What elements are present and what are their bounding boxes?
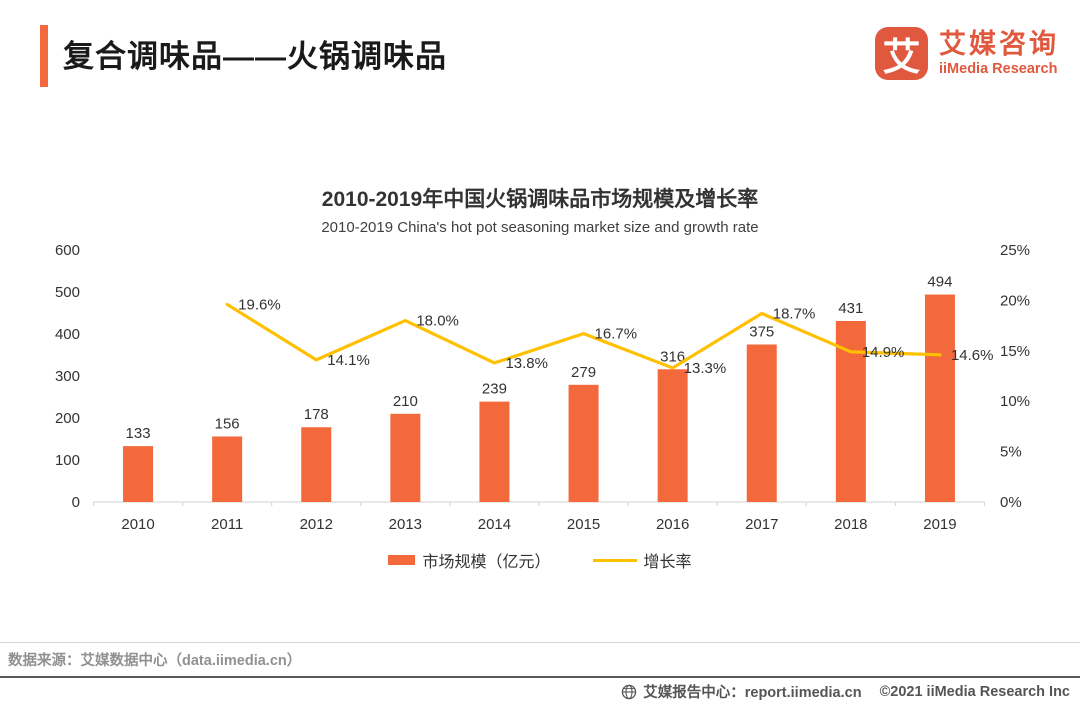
bar-2011 <box>212 436 243 502</box>
footer-credit: 艾媒报告中心：report.iimedia.cn ©2021 iiMedia R… <box>621 681 1070 702</box>
page-title: 复合调味品——火锅调味品 <box>63 39 447 74</box>
left-axis-tick-label: 200 <box>55 410 80 427</box>
copyright-text: ©2021 iiMedia Research Inc <box>879 683 1070 700</box>
left-axis-tick-label: 300 <box>55 368 80 385</box>
growth-rate-line <box>225 302 942 370</box>
bar-value-label: 431 <box>838 300 863 317</box>
line-point-label: 19.6% <box>238 296 281 313</box>
iimedia-logo-icon: 艾 <box>875 27 928 80</box>
bar-value-label: 375 <box>749 324 774 341</box>
line-point-label: 14.9% <box>862 344 905 361</box>
line-series-label: 增长率 <box>643 554 692 571</box>
legend-item-market-size: 市场规模（亿元） <box>388 548 551 572</box>
bar-value-label: 178 <box>304 406 329 423</box>
line-point-label: 18.7% <box>773 306 816 323</box>
globe-icon <box>621 684 637 699</box>
bar-value-label: 210 <box>393 393 418 410</box>
left-axis-tick-label: 0 <box>72 494 80 511</box>
line-series-swatch <box>592 558 637 562</box>
logo-name-cn: 艾媒咨询 <box>939 28 1059 59</box>
x-axis-category-label: 2012 <box>300 516 333 533</box>
chart-subtitle: 2010-2019 China's hot pot seasoning mark… <box>321 219 759 236</box>
right-axis-tick-label: 5% <box>1000 444 1022 461</box>
bar-value-label: 316 <box>660 348 685 365</box>
bar-series-label: 市场规模（亿元） <box>422 554 551 571</box>
right-axis-tick-label: 20% <box>1000 292 1030 309</box>
footer-hairline <box>0 642 1080 643</box>
logo-name-en: iiMedia Research <box>939 60 1058 77</box>
title-accent-bar <box>40 25 48 87</box>
bar-value-label: 156 <box>215 415 240 432</box>
bar-2017 <box>746 344 777 502</box>
right-axis-tick-label: 0% <box>1000 494 1022 511</box>
line-point-label: 13.8% <box>505 355 548 372</box>
bar-2015 <box>568 384 599 502</box>
bar-2012 <box>301 427 332 502</box>
logo-text: 艾媒咨询 iiMedia Research <box>939 28 1059 77</box>
bar-2019 <box>924 294 955 502</box>
x-axis-category-label: 2018 <box>834 516 867 533</box>
line-point-label: 14.1% <box>327 352 370 369</box>
x-axis-category-label: 2014 <box>478 516 511 533</box>
footer-divider <box>0 676 1080 678</box>
bar-value-label: 494 <box>927 274 952 291</box>
left-axis-tick-label: 500 <box>55 284 80 301</box>
chart-legend: 市场规模（亿元） 增长率 <box>0 548 1080 572</box>
x-axis-category-label: 2017 <box>745 516 778 533</box>
legend-item-growth-rate: 增长率 <box>592 548 692 572</box>
x-axis-category-label: 2013 <box>389 516 422 533</box>
bar-value-label: 133 <box>126 425 151 442</box>
bar-value-label: 239 <box>482 381 507 398</box>
x-axis-category-label: 2019 <box>923 516 956 533</box>
right-axis-tick-label: 10% <box>1000 393 1030 410</box>
left-axis-tick-label: 100 <box>55 452 80 469</box>
right-axis-tick-label: 25% <box>1000 242 1030 259</box>
x-axis-category-label: 2016 <box>656 516 689 533</box>
bar-value-label: 279 <box>571 364 596 381</box>
iimedia-logo: 艾 艾媒咨询 iiMedia Research <box>875 27 1059 80</box>
x-axis-category-label: 2015 <box>567 516 600 533</box>
bar-series-swatch <box>388 555 416 565</box>
data-source-note: 数据来源：艾媒数据中心（data.iimedia.cn） <box>8 653 302 669</box>
bar-2010 <box>123 446 154 502</box>
left-axis-tick-label: 600 <box>55 242 80 259</box>
x-axis-category-label: 2010 <box>121 516 154 533</box>
line-point-label: 14.6% <box>951 347 994 364</box>
chart-title: 2010-2019年中国火锅调味品市场规模及增长率 <box>321 188 759 211</box>
x-axis-category-label: 2011 <box>211 516 243 533</box>
line-point-label: 13.3% <box>684 360 727 377</box>
bar-2013 <box>390 413 421 502</box>
bar-2016 <box>657 369 688 502</box>
left-axis-tick-label: 400 <box>55 326 80 343</box>
line-point-label: 16.7% <box>595 326 638 343</box>
line-point-label: 18.0% <box>416 313 459 330</box>
report-center-link[interactable]: 艾媒报告中心：report.iimedia.cn <box>643 685 862 701</box>
bar-2014 <box>479 401 510 502</box>
right-axis-tick-label: 15% <box>1000 343 1030 360</box>
